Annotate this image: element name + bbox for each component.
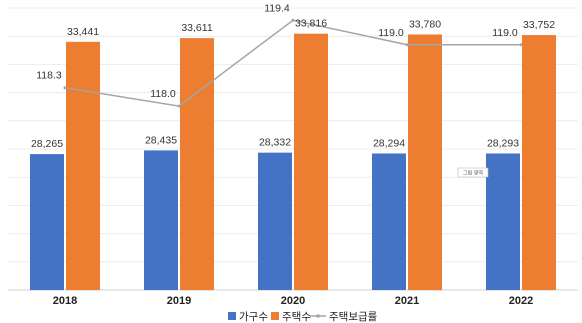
plot-area-tooltip: 그림 영역 (457, 167, 489, 178)
x-tick-label: 2021 (395, 295, 419, 307)
legend-swatch-가구수 (228, 312, 236, 320)
tooltip-box (457, 167, 489, 178)
bar-주택수-2021 (408, 34, 442, 290)
line-point-2021 (405, 43, 409, 47)
line-label-2018: 118.3 (36, 70, 62, 82)
legend-label-주택수: 주택수 (282, 311, 311, 323)
bar-가구수-2020 (258, 152, 292, 290)
legend-label-주택보급률: 주택보급률 (329, 311, 378, 323)
data-label-가구수-2019: 28,435 (145, 134, 177, 146)
x-tick-label: 2022 (509, 295, 533, 307)
x-tick-label: 2018 (53, 295, 77, 307)
line-label-2021: 119.0 (378, 27, 404, 39)
line-series (63, 18, 523, 108)
data-label-가구수-2021: 28,294 (373, 137, 405, 149)
bar-가구수-2021 (372, 153, 406, 290)
x-tick-label: 2020 (281, 295, 305, 307)
data-label-주택수-2018: 33,441 (67, 26, 99, 38)
x-axis-ticks: 2018 2019 2020 2021 2022 (53, 295, 533, 307)
bar-주택수-2019 (180, 38, 214, 290)
data-label-주택수-2022: 33,752 (523, 19, 555, 31)
data-label-가구수-2018: 28,265 (31, 138, 63, 150)
data-label-주택수-2019: 33,611 (181, 22, 212, 34)
legend-marker-주택보급률 (316, 314, 320, 318)
bar-주택수-2020 (294, 33, 328, 291)
data-label-가구수-2020: 28,332 (259, 137, 291, 149)
bar-가구수-2019 (144, 150, 178, 290)
bar-가구수-2022 (486, 153, 520, 290)
line-point-2019 (177, 104, 181, 108)
line-point-2018 (63, 86, 67, 90)
bar-가구수-2018 (30, 154, 64, 290)
line-label-2022: 119.0 (492, 27, 518, 39)
legend-swatch-주택수 (271, 312, 279, 320)
line-label-2020: 119.4 (264, 2, 290, 14)
data-label-주택수-2021: 33,780 (409, 18, 441, 30)
line-point-2022 (519, 43, 523, 47)
legend-label-가구수: 가구수 (239, 311, 268, 323)
data-label-주택수-2020: 33,816 (295, 18, 327, 30)
gridlines (8, 7, 578, 291)
legend: 가구수 주택수 주택보급률 (228, 311, 378, 323)
line-label-2019: 118.0 (150, 88, 176, 100)
tooltip-text: 그림 영역 (463, 170, 483, 177)
line-point-2020 (291, 18, 295, 22)
data-label-가구수-2022: 28,293 (487, 137, 519, 149)
data-labels: 28,265 33,441 28,435 33,611 28,332 33,816 28,2… (31, 2, 555, 150)
bar-marks (30, 33, 556, 291)
x-tick-label: 2019 (167, 295, 191, 307)
line-주택보급률 (64, 19, 521, 107)
bar-주택수-2022 (522, 35, 556, 291)
bar-주택수-2018 (66, 41, 100, 291)
